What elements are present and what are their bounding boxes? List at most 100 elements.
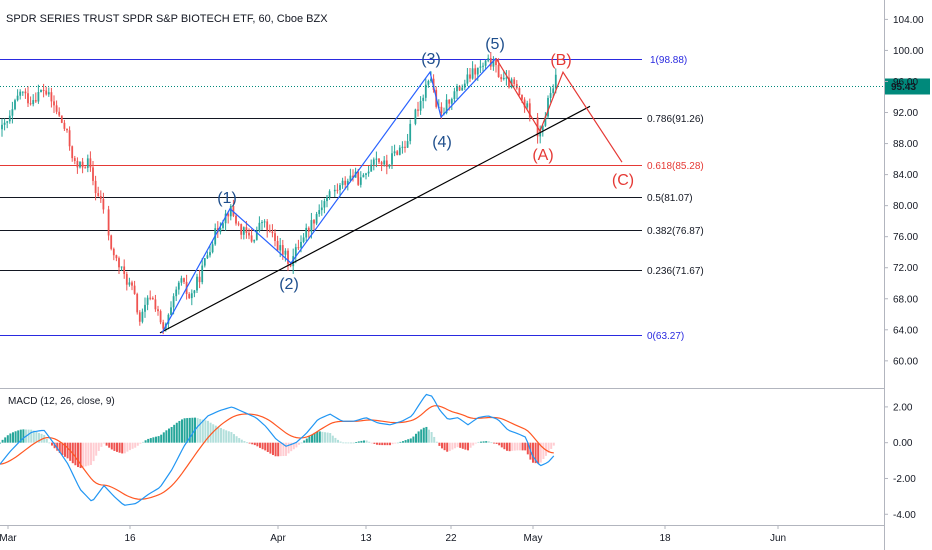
macd-histogram-bar	[32, 430, 35, 443]
macd-histogram-bar	[412, 436, 415, 443]
candle-body	[518, 88, 521, 95]
macd-histogram-bar	[38, 432, 40, 443]
candle-body	[456, 86, 458, 92]
price-axis: 104.00 100.00 96.00 92.00 88.00 84.00 80.00 76.…	[884, 15, 924, 367]
candle-body	[352, 175, 354, 178]
macd-histogram-bar	[368, 441, 371, 443]
macd-histogram-bar	[508, 442, 511, 452]
macd-histogram-bar	[420, 429, 423, 443]
candle-body	[107, 209, 110, 236]
macd-histogram-bar	[259, 442, 261, 448]
macd-histogram-bar	[204, 420, 207, 443]
candle-body	[222, 223, 224, 228]
macd-histogram-bar	[534, 442, 537, 464]
macd-histogram-bar	[207, 420, 209, 443]
macd-histogram-bar	[303, 440, 306, 443]
macd-histogram-bar	[131, 442, 134, 449]
candle-body	[393, 151, 396, 154]
candle-body	[466, 74, 469, 84]
candle-body	[154, 299, 157, 310]
fib-level-label: 0(63.27)	[647, 331, 684, 342]
candle-body	[495, 60, 497, 66]
macd-histogram-bar	[526, 442, 529, 455]
candle-body	[253, 239, 256, 242]
candle-body	[128, 282, 131, 285]
candle-body	[250, 235, 253, 242]
macd-histogram-bar	[415, 433, 417, 443]
price-candles	[1, 52, 557, 335]
candle-body	[102, 198, 105, 210]
candle-body	[248, 232, 250, 236]
macd-histogram-bar	[82, 442, 85, 468]
macd-histogram-bar	[48, 442, 51, 444]
candle-body	[339, 185, 341, 191]
candle-body	[258, 222, 261, 232]
candle-body	[167, 314, 170, 324]
macd-histogram-bar	[550, 442, 553, 449]
macd-histogram-bar	[430, 432, 433, 443]
candle-body	[492, 60, 495, 67]
macd-histogram-bar	[40, 433, 43, 443]
corrective-wave-line	[495, 57, 623, 163]
macd-histogram-bar	[251, 442, 254, 445]
macd-histogram-bar	[539, 442, 542, 463]
price-tick-label: 64.00	[893, 325, 918, 336]
candle-body	[11, 109, 14, 116]
macd-histogram-bar	[240, 439, 243, 443]
macd-histogram-bar	[425, 426, 428, 443]
candle-body	[110, 235, 113, 249]
macd-histogram-bar	[4, 437, 7, 443]
macd-histogram-bar	[157, 436, 160, 443]
macd-histogram-bar	[311, 434, 313, 443]
price-tick-label: 88.00	[893, 139, 918, 150]
macd-histogram-bar	[149, 438, 152, 443]
candle-body	[362, 174, 365, 178]
macd-histogram-bar	[487, 441, 490, 443]
macd-histogram-bar	[537, 442, 540, 464]
macd-histogram-bar	[45, 438, 48, 443]
macd-histogram-bar	[350, 442, 352, 444]
candle-body	[34, 100, 37, 102]
macd-histogram-bar	[378, 442, 381, 446]
candle-body	[300, 241, 302, 248]
candle-body	[554, 74, 557, 89]
candle-body	[526, 103, 529, 108]
macd-histogram-bar	[344, 442, 347, 444]
candle-body	[448, 99, 451, 104]
candle-body	[398, 147, 401, 155]
last-price-label: 95.43	[891, 82, 916, 93]
candle-body	[177, 282, 180, 290]
candle-body	[292, 256, 295, 267]
macd-histogram-bar	[272, 442, 274, 456]
macd-histogram-bar	[121, 442, 124, 454]
macd-histogram-bar	[360, 440, 363, 443]
candle-body	[333, 189, 336, 192]
macd-histogram-bar	[217, 426, 220, 443]
price-tick-label: 92.00	[893, 108, 918, 119]
macd-histogram-bar	[524, 442, 527, 451]
candle-body	[53, 101, 55, 106]
candle-body	[6, 121, 9, 123]
macd-histogram-bar	[287, 442, 290, 454]
candle-body	[32, 100, 35, 105]
macd-histogram-bar	[402, 441, 404, 443]
candle-body	[521, 94, 523, 100]
macd-histogram-bar	[495, 442, 498, 444]
candle-body	[24, 91, 27, 94]
candle-body	[432, 78, 435, 90]
candle-body	[86, 158, 89, 168]
macd-histogram-bar	[337, 439, 339, 443]
candle-body	[29, 103, 32, 105]
macd-histogram-bar	[519, 442, 521, 451]
macd-histogram-bar	[181, 419, 183, 443]
candle-body	[549, 93, 552, 98]
candle-body	[125, 274, 128, 285]
candle-body	[476, 67, 479, 75]
macd-histogram-bar	[305, 438, 308, 443]
candle-body	[131, 282, 133, 286]
candle-body	[133, 285, 136, 294]
macd-histogram-bar	[196, 418, 199, 443]
macd-histogram-bar	[105, 442, 108, 446]
macd-histogram-bar	[35, 431, 38, 443]
